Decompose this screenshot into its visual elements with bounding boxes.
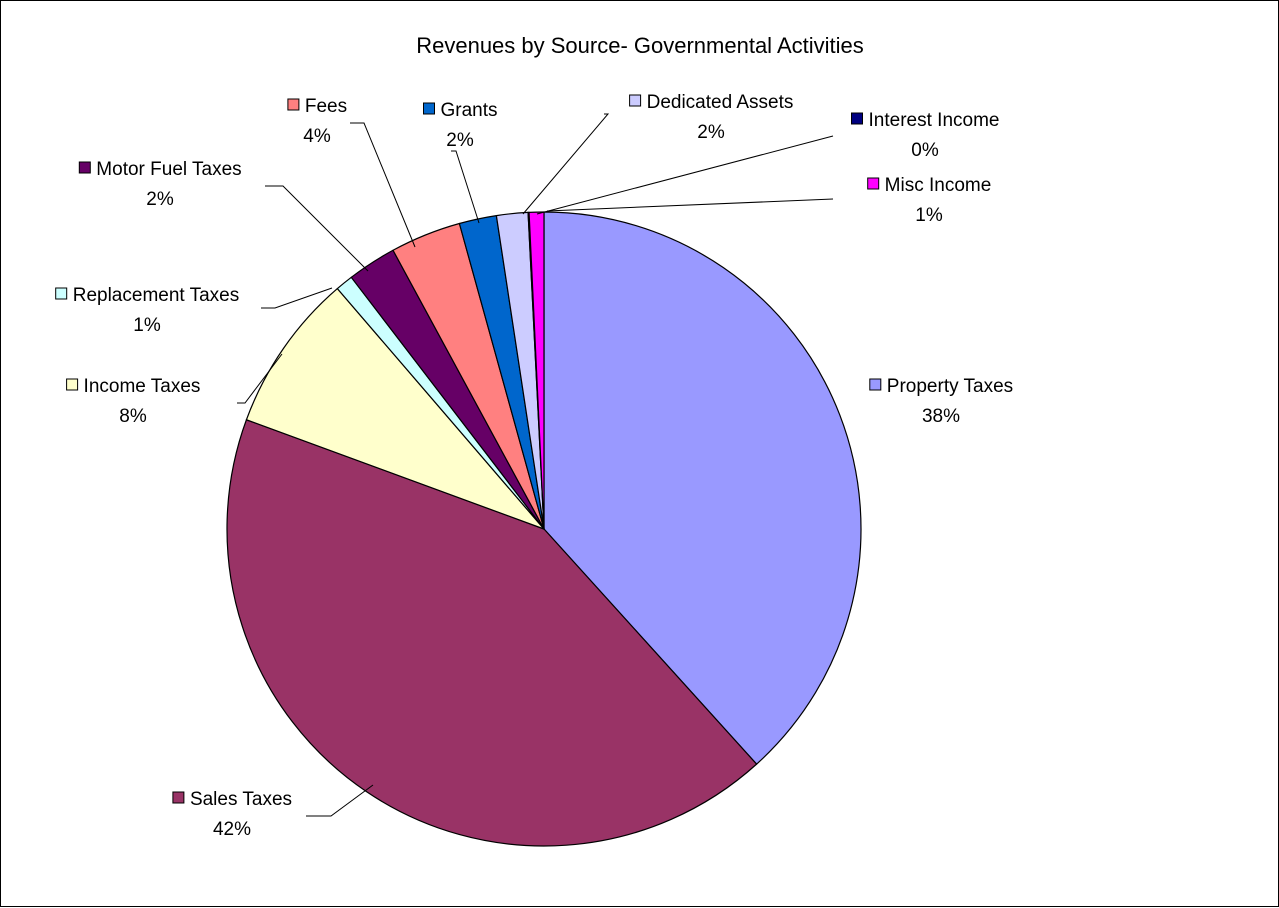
slice-percent-label: 2% <box>146 189 174 210</box>
slice-percent-label: 4% <box>303 126 331 147</box>
legend-swatch <box>287 98 300 111</box>
pie-slice-property-taxes <box>543 211 862 765</box>
pie-slice-sales-taxes <box>226 419 758 847</box>
slice-name-label: Income Taxes <box>84 376 201 397</box>
slice-percent-label: 8% <box>119 406 147 427</box>
legend-swatch <box>423 102 435 115</box>
legend-swatch <box>867 177 880 190</box>
slice-label-motor-fuel-taxes: Motor Fuel Taxes 2% <box>78 159 242 210</box>
leader-line-sales-taxes <box>306 784 374 817</box>
slice-name-label: Property Taxes <box>887 376 1013 397</box>
slice-label-fees: Fees 4% <box>287 96 347 147</box>
slice-percent-label: 1% <box>133 315 161 336</box>
slice-label-property-taxes: Property Taxes 38% <box>869 376 1013 427</box>
legend-swatch <box>851 112 863 125</box>
leader-line-dedicated-assets <box>522 113 610 215</box>
legend-swatch <box>66 378 79 391</box>
slice-label-interest-income: Interest Income 0% <box>851 110 1000 161</box>
slice-name-label: Misc Income <box>885 175 992 196</box>
legend-swatch <box>78 161 91 174</box>
slice-percent-label: 38% <box>922 406 960 427</box>
slice-name-label: Fees <box>305 96 347 117</box>
chart-title: Revenues by Source- Governmental Activit… <box>416 33 864 58</box>
pie-slice-income-taxes <box>245 288 545 530</box>
slice-label-misc-income: Misc Income 1% <box>867 175 992 226</box>
legend-swatch <box>629 94 642 107</box>
slice-name-label: Grants <box>440 100 497 121</box>
slice-name-label: Dedicated Assets <box>647 92 794 113</box>
slice-percent-label: 42% <box>213 819 251 840</box>
slice-label-dedicated-assets: Dedicated Assets 2% <box>629 92 794 143</box>
slice-name-label: Replacement Taxes <box>73 285 240 306</box>
pie-slices <box>226 211 862 847</box>
leader-line-interest-income <box>536 135 834 215</box>
slice-label-income-taxes: Income Taxes 8% <box>66 376 201 427</box>
slice-percent-label: 2% <box>446 130 474 151</box>
leader-line-income-taxes <box>237 353 283 404</box>
leader-line-motor-fuel-taxes <box>265 185 369 272</box>
slice-percent-label: 2% <box>697 122 725 143</box>
slice-label-grants: Grants 2% <box>423 100 498 151</box>
slice-labels: Property Taxes 38% Sales Taxes 42% Income Ta… <box>55 92 1013 840</box>
slice-name-label: Sales Taxes <box>190 789 292 810</box>
leader-lines <box>237 113 834 817</box>
leader-line-fees <box>350 122 416 248</box>
slice-percent-label: 1% <box>915 205 943 226</box>
slice-label-replacement-taxes: Replacement Taxes 1% <box>55 285 240 336</box>
slice-percent-label: 0% <box>911 140 939 161</box>
legend-swatch <box>55 287 68 300</box>
legend-swatch <box>869 378 882 391</box>
legend-swatch <box>172 791 185 804</box>
slice-name-label: Interest Income <box>869 110 1000 131</box>
leader-line-grants <box>451 150 480 224</box>
slice-name-label: Motor Fuel Taxes <box>96 159 241 180</box>
leader-line-replacement-taxes <box>261 287 333 309</box>
leader-line-misc-income <box>546 198 834 212</box>
slice-label-sales-taxes: Sales Taxes 42% <box>172 789 292 840</box>
